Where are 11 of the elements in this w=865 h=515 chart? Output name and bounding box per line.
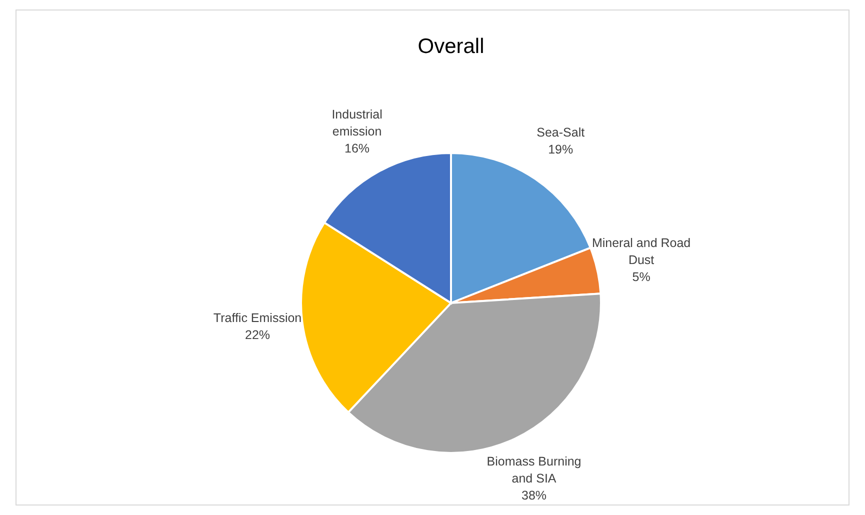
slice-label: Industrial emission <box>332 107 382 138</box>
slice-label: Mineral and Road Dust <box>592 236 691 267</box>
slice-label: Biomass Burning and SIA <box>486 454 582 486</box>
slice-label: Sea-Salt <box>536 126 586 140</box>
data-label: 19% <box>548 142 574 157</box>
data-label: 16% <box>344 141 370 156</box>
data-label: 22% <box>245 328 270 342</box>
data-label: 5% <box>632 270 650 284</box>
data-label: 38% <box>522 488 547 503</box>
chart-title: Overall <box>418 35 484 58</box>
slice-label: Traffic Emission <box>213 311 302 326</box>
